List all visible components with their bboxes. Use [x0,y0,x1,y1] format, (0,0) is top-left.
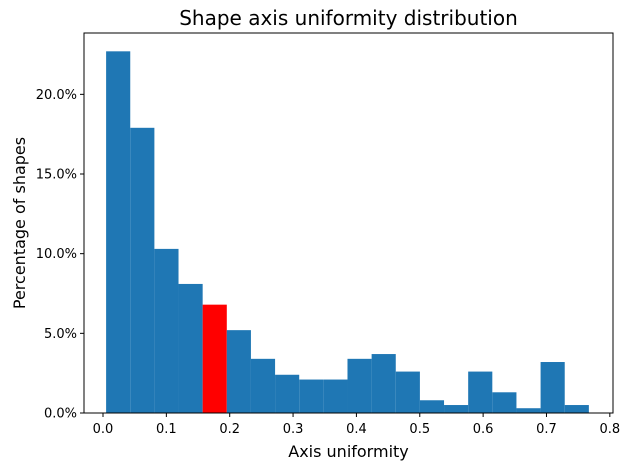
y-tick-label: 0.0% [44,407,77,422]
bars-group [106,51,589,414]
y-axis-label: Percentage of shapes [10,137,29,309]
x-tick-label: 0.5 [409,422,430,437]
y-tick-label: 15.0% [36,168,77,183]
x-tick-label: 0.0 [93,422,114,437]
histogram-bar [106,51,131,414]
histogram-bar [323,379,348,413]
histogram-bar [468,371,493,413]
histogram-bar [371,354,396,413]
x-tick-label: 0.2 [219,422,240,437]
histogram-bar [347,358,372,413]
x-tick-label: 0.6 [473,422,494,437]
histogram-bar [250,358,276,413]
histogram-bar-highlighted [202,304,227,413]
plot-frame [83,32,614,414]
y-tick-label: 5.0% [44,327,77,342]
x-ticks-group: 0.0 0.1 0.2 0.3 0.4 0.5 0.6 0.7 0.8 [93,413,620,437]
histogram-bar [395,371,420,413]
histogram-bar [419,400,445,413]
histogram-bar [564,405,589,413]
histogram-bar [444,405,469,413]
y-tick-label: 10.0% [36,247,77,262]
x-axis-label: Axis uniformity [288,442,409,461]
histogram-bar [130,127,155,413]
x-tick-label: 0.7 [536,422,557,437]
histogram-bar [516,408,541,413]
histogram-bar [492,392,517,413]
histogram-bar [540,362,565,413]
x-tick-label: 0.3 [283,422,304,437]
y-tick-label: 20.0% [36,88,77,103]
chart-title: Shape axis uniformity distribution [179,6,518,30]
histogram-bar [154,248,179,413]
histogram-bar [275,374,300,413]
x-tick-label: 0.4 [346,422,367,437]
y-ticks-group: 0.0% 5.0% 10.0% 15.0% 20.0% [36,88,84,422]
x-tick-label: 0.8 [599,422,620,437]
histogram-bar [299,379,324,413]
x-tick-label: 0.1 [156,422,177,437]
histogram-bar [226,330,251,413]
histogram-bar [178,283,203,413]
